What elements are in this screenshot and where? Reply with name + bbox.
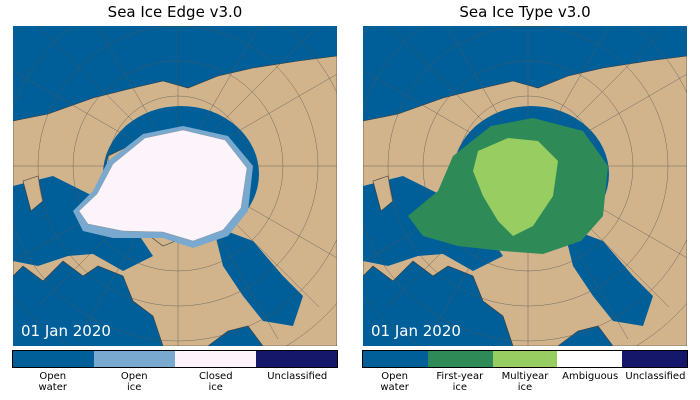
legend-label: Closed ice [198,371,233,393]
legend-swatch [94,351,175,367]
legend-swatch [492,351,558,367]
legend-label: First-year ice [436,371,484,393]
legend-label: Ambiguous [562,371,619,382]
colorbar [362,350,688,368]
legend-swatch [427,351,493,367]
legend-swatch [363,351,428,367]
legend-label: Open water [38,371,68,393]
legend-swatch [557,351,623,367]
panel-title: Sea Ice Edge v3.0 [107,3,243,21]
colorbar [12,350,338,368]
panel-type: Sea Ice Type v3.0 01 Jan 2020 Open water… [362,0,688,400]
map: 01 Jan 2020 [13,26,337,346]
legend-swatch [175,351,256,367]
legend-label: Unclassified [625,371,686,382]
date-label: 01 Jan 2020 [371,322,461,340]
legend-label: Open ice [120,371,148,393]
date-label: 01 Jan 2020 [21,322,111,340]
colorbar-labels: Open water First-year ice Multiyear ice Amb… [362,371,688,393]
legend-label: Open water [380,371,409,393]
legend-swatch [13,351,94,367]
legend-label: Unclassified [267,371,328,382]
panel-edge: Sea Ice Edge v3.0 01 Jan 2020 Open water… [12,0,338,400]
legend-label: Multiyear ice [501,371,549,393]
legend-swatch [256,351,337,367]
colorbar-labels: Open water Open ice Closed ice Unclassified [12,371,338,393]
legend-swatch [622,351,687,367]
panel-title: Sea Ice Type v3.0 [459,3,591,21]
map: 01 Jan 2020 [363,26,687,346]
